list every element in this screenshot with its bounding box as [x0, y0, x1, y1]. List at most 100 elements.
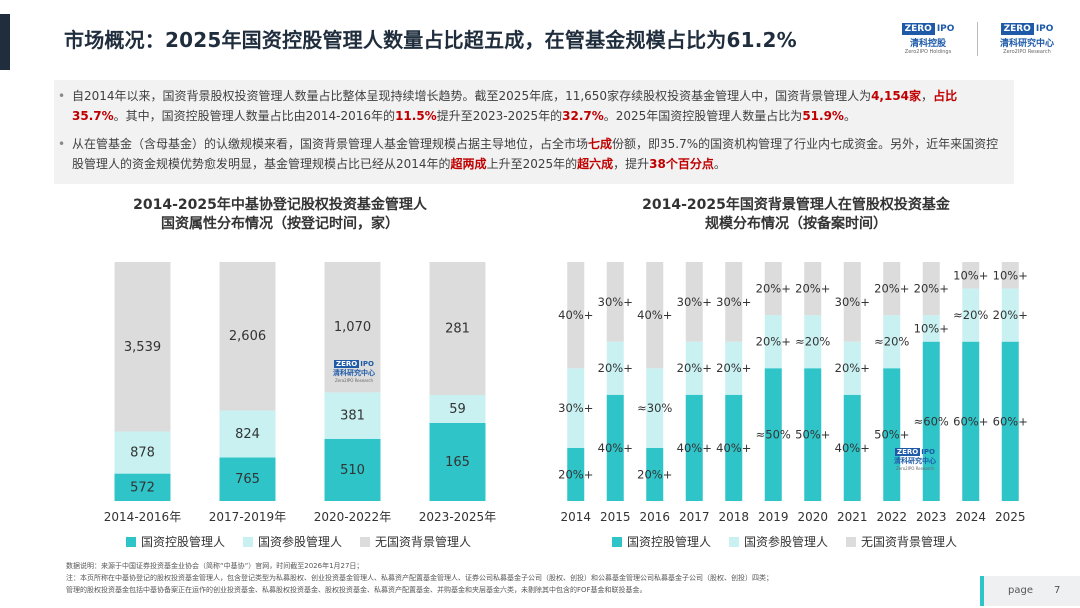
- bar-s3-2018: [725, 262, 743, 342]
- legend-item-s1: 国资控股管理人: [126, 533, 225, 550]
- bar-s1-2014: [567, 447, 585, 501]
- data-label-s2: ≈30%: [637, 401, 672, 415]
- bar-s1-2025: [1001, 341, 1019, 501]
- data-label-s3: 20%+: [795, 282, 830, 296]
- logo-cn-name: 清科控股: [909, 39, 946, 49]
- x-tick-label: 2024: [955, 510, 986, 524]
- data-label-s1: 765: [235, 472, 260, 487]
- legend-label: 国资控股管理人: [141, 535, 226, 549]
- left-stacked-bar-chart: 572 878 3,539 2014-2016年 765 824 2,606 2017-201…: [104, 262, 496, 524]
- bar-s1-2021: [843, 394, 861, 501]
- text: 。其中，国资控股管理人数量占比由2014-2016年的: [113, 109, 396, 123]
- bar-s2-2025: [1001, 288, 1019, 342]
- bar-s1-2023: [922, 341, 940, 501]
- legend-swatch-s2: [729, 536, 740, 547]
- bar-s3-2014: [567, 262, 585, 369]
- bar-s1-2019: [764, 368, 782, 501]
- bar-s2-2020-2022年: [324, 392, 381, 439]
- legend-label: 国资控股管理人: [627, 535, 712, 549]
- data-label-s3: 30%+: [835, 295, 870, 309]
- bar-s1-2020-2022年: [324, 438, 381, 501]
- data-label-s1: 40%+: [598, 441, 633, 455]
- x-tick-label: 2017: [679, 510, 710, 524]
- data-label-s2: ≈20%: [953, 308, 988, 322]
- footnote-line: 管理的股权投资基金包括中基协备案正在运作的创业投资基金、私募股权投资基金、股权投…: [66, 586, 647, 594]
- data-label-s2: 30%+: [558, 401, 593, 415]
- bar-s3-2016: [646, 262, 664, 369]
- data-label-s3: 10%+: [993, 268, 1028, 282]
- data-label-s3: 1,070: [334, 320, 371, 335]
- logo-cn-name: 清科研究中心: [999, 39, 1054, 49]
- left-chart-title-line2: 国资属性分布情况（按登记时间，家）: [161, 216, 399, 232]
- bar-s3-2017-2019年: [219, 262, 276, 411]
- data-label-s1: 40%+: [716, 441, 751, 455]
- data-label-s3: 20%+: [914, 282, 949, 296]
- x-tick-label: 2016: [639, 510, 670, 524]
- bullet-dot-icon: •: [58, 89, 66, 103]
- x-tick-label: 2018: [718, 510, 749, 524]
- data-label-s1: 60%+: [993, 414, 1028, 428]
- bar-s3-2021: [843, 262, 861, 342]
- bar-s3-2024: [962, 262, 980, 289]
- data-label-s3: 2,606: [229, 329, 266, 344]
- x-tick-label: 2022: [876, 510, 907, 524]
- x-tick-label: 2021: [837, 510, 868, 524]
- text: 从在管基金（含母基金）的认缴规模来看，国资背景管理人基金管理规模占据主导地位，占…: [72, 137, 589, 151]
- bar-s2-2015: [606, 341, 624, 395]
- logo-divider: [977, 22, 978, 56]
- logo-mark-zero: ZERO: [1000, 23, 1034, 35]
- right-legend: 国资控股管理人 国资参股管理人 无国资背景管理人: [612, 533, 957, 550]
- logo-zero2ipo-holdings: ZERO IPO 清科控股 Zero2IPO Holdings: [889, 23, 967, 55]
- data-label-s1: 20%+: [637, 467, 672, 481]
- legend-swatch-s3: [360, 536, 371, 547]
- data-label-s2: 20%+: [677, 361, 712, 375]
- bar-s1-2023-2025年: [429, 422, 486, 501]
- legend-item-s3: 无国资背景管理人: [360, 533, 471, 550]
- right-chart-title-line1: 2014-2025年国资背景管理人在管股权投资基金: [642, 197, 950, 213]
- data-label-s2: 20%+: [993, 308, 1028, 322]
- legend-swatch-s3: [846, 536, 857, 547]
- highlight: 4,154家: [871, 89, 922, 103]
- bar-s1-2024: [962, 341, 980, 501]
- watermark-en: Zero2IPO Research: [895, 466, 935, 471]
- bar-s2-2024: [962, 288, 980, 342]
- bar-s3-2020: [804, 262, 822, 316]
- data-label-s3: 20%+: [756, 282, 791, 296]
- page-title: 市场概况：2025年国资控股管理人数量占比超五成，在管基金规模占比为61.2%: [64, 28, 797, 52]
- data-label-s1: 165: [445, 455, 470, 470]
- x-tick-label: 2023: [916, 510, 947, 524]
- logo-mark-ipo: IPO: [1035, 24, 1054, 34]
- logo-zero2ipo-research: ZERO IPO 清科研究中心 Zero2IPO Research: [988, 23, 1066, 55]
- page-number-badge: page 7: [980, 576, 1080, 606]
- right-stacked-bar-chart: 20%+ 30%+ 40%+ 2014 40%+ 20%+ 30%+ 2015 20%+ ≈30%…: [558, 262, 1028, 524]
- x-tick-label: 2014-2016年: [104, 510, 181, 524]
- x-tick-label: 2019: [758, 510, 789, 524]
- legend-item-s2: 国资参股管理人: [729, 533, 828, 550]
- bar-s1-2022: [883, 368, 901, 501]
- watermark-left: ZERO IPO 清科研究中心 Zero2IPO Research: [333, 360, 375, 383]
- x-tick-label: 2020: [797, 510, 828, 524]
- x-tick-label: 2014: [560, 510, 591, 524]
- legend-swatch-s2: [243, 536, 254, 547]
- logo-group: ZERO IPO 清科控股 Zero2IPO Holdings ZERO IPO 清…: [889, 22, 1066, 56]
- summary-bullet-2: • 从在管基金（含母基金）的认缴规模来看，国资背景管理人基金管理规模占据主导地位…: [58, 134, 1002, 174]
- text: 。: [843, 109, 856, 123]
- bar-s3-2017: [685, 262, 703, 342]
- data-label-s2: 20%+: [835, 361, 870, 375]
- bar-s1-2017: [685, 394, 703, 501]
- legend-swatch-s1: [126, 536, 136, 547]
- bar-s3-2023: [922, 262, 940, 316]
- left-legend: 国资控股管理人 国资参股管理人 无国资背景管理人: [126, 533, 471, 550]
- bar-s2-2022: [883, 315, 901, 369]
- footnote: 数据说明：来源于中国证券投资基金业协会（简称“中基协”）官网，时间截至2026年…: [66, 560, 976, 596]
- x-tick-label: 2023-2025年: [419, 510, 496, 524]
- bar-s2-2023: [922, 315, 940, 342]
- bar-s1-2018: [725, 394, 743, 501]
- data-label-s2: ≈20%: [874, 335, 909, 349]
- highlight: 超六成: [577, 157, 614, 171]
- bar-s2-2023-2025年: [429, 394, 486, 423]
- bar-s2-2014-2016年: [114, 431, 171, 474]
- legend-item-s1: 国资控股管理人: [612, 533, 711, 550]
- data-label-s2: 878: [130, 446, 155, 461]
- data-label-s1: 20%+: [558, 467, 593, 481]
